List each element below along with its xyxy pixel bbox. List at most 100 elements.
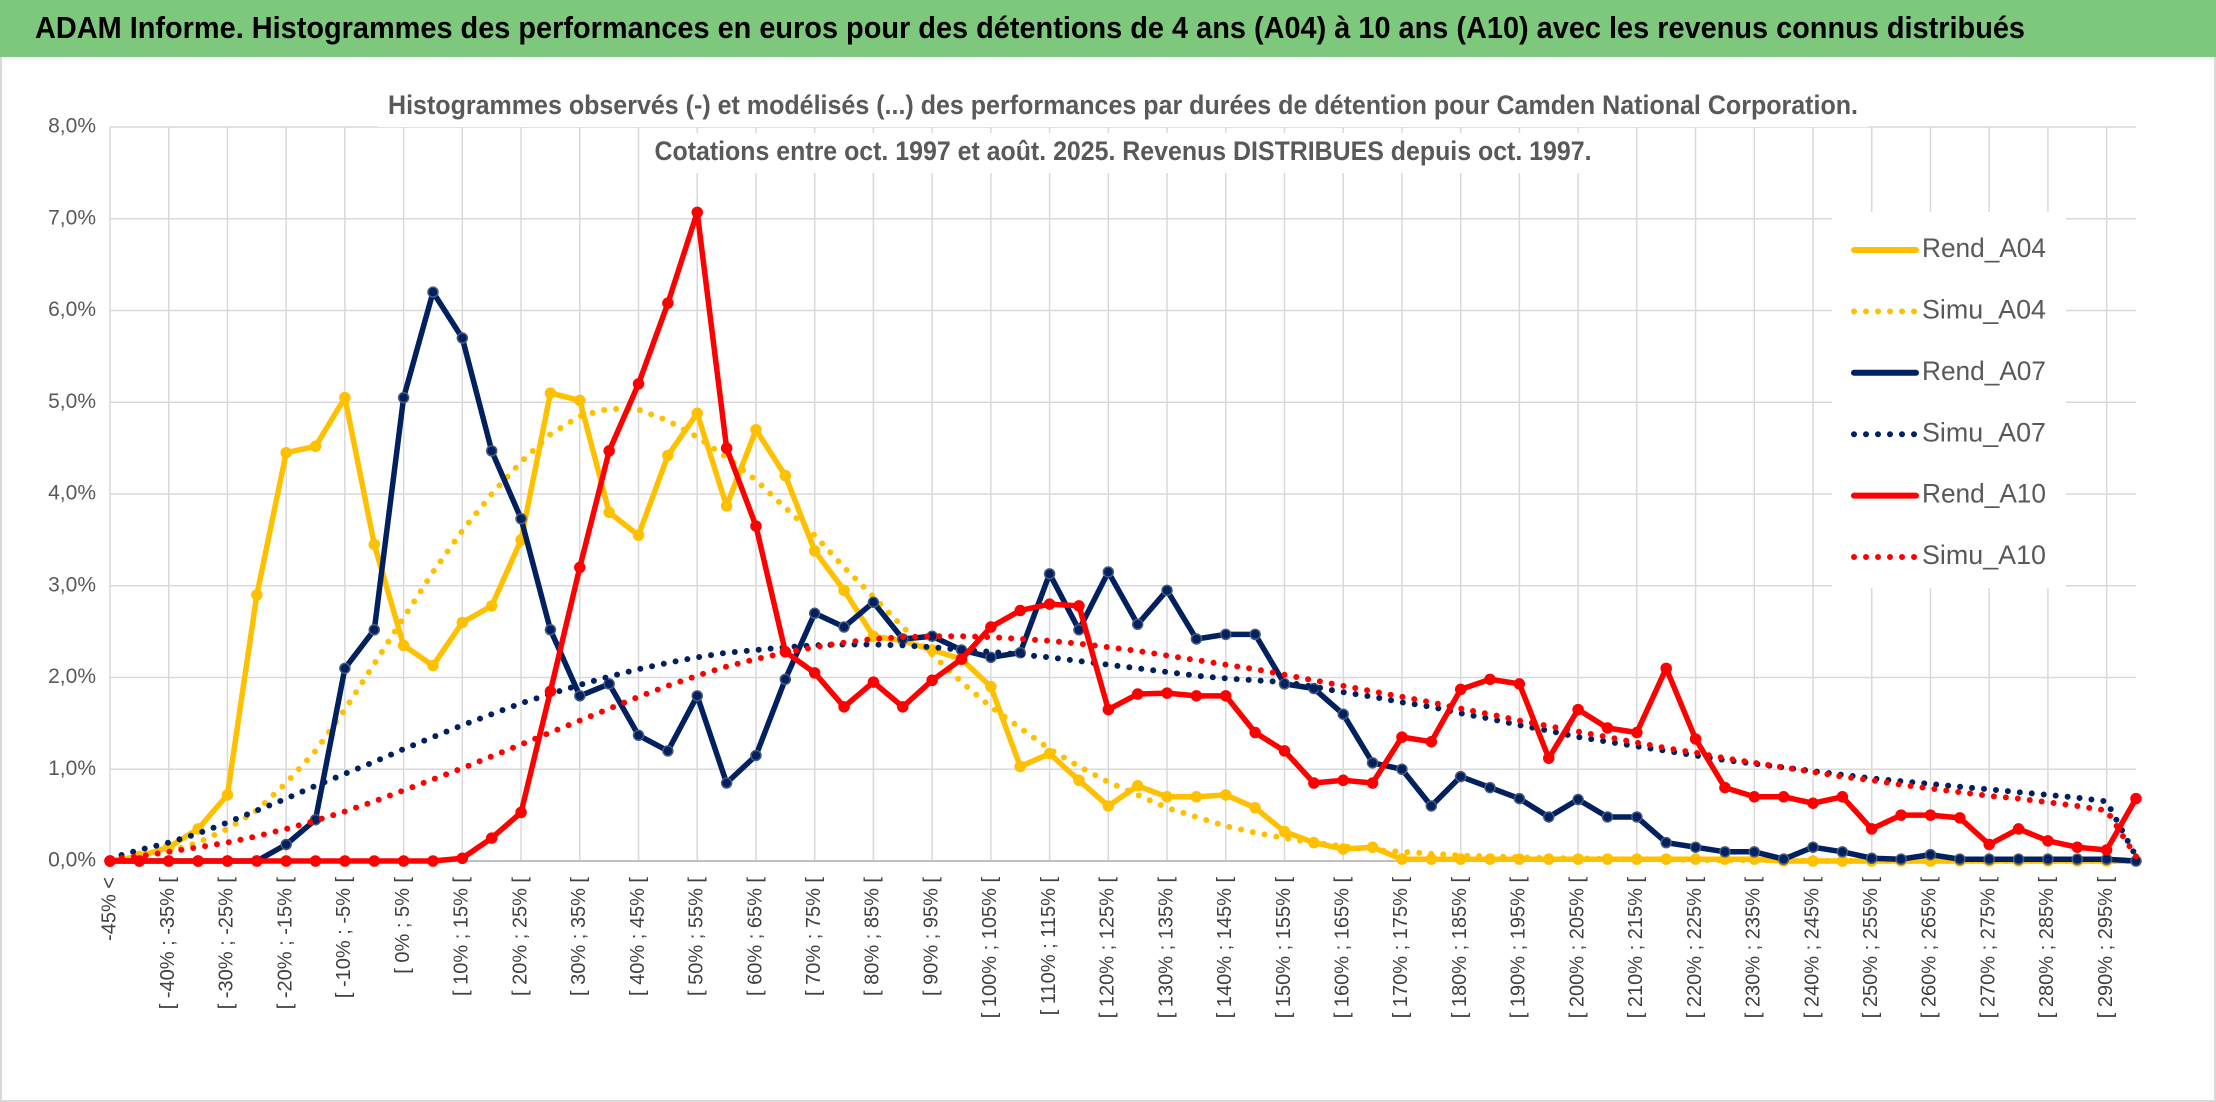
point — [1073, 600, 1085, 612]
x-tick-label: [ 270% ; 275% [ — [1977, 877, 1999, 1019]
point — [1719, 846, 1731, 858]
point — [1484, 673, 1496, 686]
point — [2012, 853, 2025, 865]
point — [1396, 853, 1408, 865]
point — [1895, 853, 1907, 865]
point — [662, 745, 674, 757]
x-tick-label: [ 140% ; 145% [ — [1214, 877, 1236, 1019]
point — [779, 469, 792, 482]
point — [632, 729, 645, 742]
x-tick-label: [ 290% ; 295% [ — [2095, 877, 2117, 1019]
x-tick-label: [ 70% ; 75% [ — [803, 877, 825, 996]
y-tick-label: 0,0% — [48, 849, 96, 872]
y-tick-label: 5,0% — [48, 390, 96, 413]
point — [251, 855, 263, 867]
point — [280, 838, 292, 851]
point — [985, 680, 997, 693]
y-tick-label: 8,0% — [48, 115, 96, 138]
point — [1366, 777, 1379, 789]
point — [750, 520, 762, 532]
chart-title: Histogrammes observés (-) et modélisés (… — [388, 90, 1858, 120]
point — [1689, 841, 1702, 853]
point — [427, 659, 439, 672]
point — [867, 676, 880, 688]
point — [2042, 853, 2054, 865]
point — [309, 440, 322, 453]
point — [1190, 633, 1203, 645]
x-tick-label: [ 50% ; 55% [ — [686, 877, 708, 996]
legend-label: Simu_A07 — [1922, 417, 2046, 447]
x-tick-label: [ 130% ; 135% [ — [1155, 877, 1177, 1019]
x-tick-label: [ -20% ; -15% [ — [274, 877, 296, 1010]
model-line — [107, 633, 2139, 863]
point — [1865, 823, 1878, 835]
point — [1102, 800, 1115, 812]
point — [1102, 703, 1115, 716]
model-line — [107, 641, 2139, 862]
point — [574, 394, 586, 407]
point — [1572, 703, 1584, 716]
point — [1484, 781, 1496, 794]
x-tick-label: [ 20% ; 25% [ — [509, 877, 531, 996]
point — [779, 673, 792, 686]
point — [1601, 722, 1614, 734]
point — [1719, 781, 1731, 794]
point — [456, 852, 469, 864]
point — [192, 855, 204, 867]
point — [867, 596, 880, 609]
observed-line — [107, 289, 2139, 864]
point — [1807, 797, 1819, 809]
point — [2071, 853, 2084, 865]
point — [985, 651, 997, 664]
point — [1131, 618, 1144, 631]
point — [1337, 708, 1349, 720]
point — [720, 500, 733, 512]
point — [1954, 853, 1966, 865]
model-line — [107, 405, 2139, 864]
point — [1190, 791, 1203, 803]
x-tick-label: [ 190% ; 195% [ — [1508, 877, 1530, 1019]
legend-box — [1832, 212, 2066, 588]
point — [1807, 841, 1819, 853]
point — [1660, 836, 1672, 849]
point — [1543, 752, 1555, 764]
point — [1337, 774, 1349, 787]
point — [133, 855, 146, 867]
x-tick-label: [ -30% ; -25% [ — [216, 877, 238, 1010]
x-tick-label: [ 200% ; 205% [ — [1566, 877, 1588, 1019]
point — [2042, 835, 2054, 847]
point — [662, 297, 674, 309]
point — [808, 607, 821, 620]
point — [309, 855, 322, 867]
title-backing — [644, 133, 1602, 173]
point — [1454, 683, 1467, 696]
point — [603, 506, 615, 519]
point — [838, 621, 850, 633]
legend-label: Simu_A10 — [1922, 540, 2046, 570]
point — [691, 407, 703, 420]
point — [1043, 598, 1056, 610]
point — [515, 513, 527, 525]
x-tick-label: [ 210% ; 215% [ — [1625, 877, 1647, 1019]
x-tick-label: [ 30% ; 35% [ — [568, 877, 590, 996]
legend-label: Rend_A04 — [1922, 233, 2046, 263]
y-tick-label: 7,0% — [48, 206, 96, 229]
point — [838, 584, 850, 597]
x-tick-label: [ -40% ; -35% [ — [157, 877, 179, 1010]
point — [1865, 852, 1878, 864]
point — [456, 616, 469, 629]
point — [1601, 811, 1614, 823]
point — [1777, 853, 1790, 865]
x-tick-label: [ 250% ; 255% [ — [1860, 877, 1882, 1019]
point — [603, 445, 615, 457]
chart-title: Cotations entre oct. 1997 et août. 2025.… — [655, 136, 1592, 166]
point — [1043, 568, 1056, 580]
point — [1131, 780, 1144, 792]
point — [1220, 628, 1232, 641]
point — [1748, 791, 1761, 803]
point — [1278, 825, 1291, 838]
point — [1425, 735, 1438, 748]
point — [1278, 745, 1291, 757]
point — [750, 749, 762, 762]
